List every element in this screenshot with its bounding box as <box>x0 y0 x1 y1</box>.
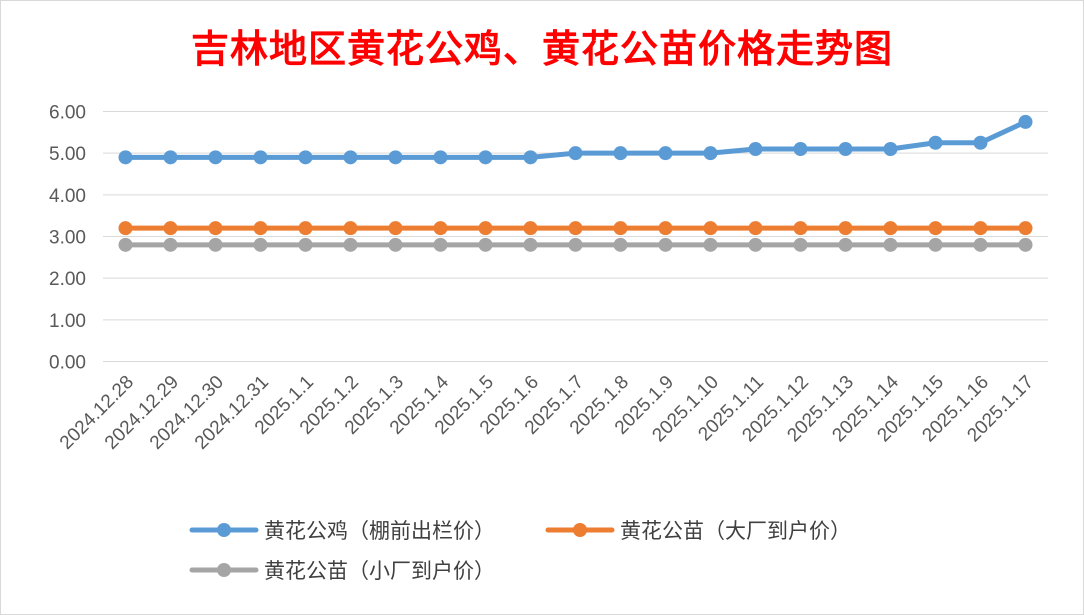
data-point <box>748 237 763 252</box>
data-point <box>523 237 538 252</box>
data-point <box>973 237 988 252</box>
data-point <box>253 221 268 236</box>
data-point <box>703 146 718 161</box>
data-point <box>208 221 223 236</box>
data-point <box>1018 221 1033 236</box>
legend-label: 黄花公鸡（棚前出栏价） <box>264 519 495 543</box>
data-point <box>928 237 943 252</box>
data-point <box>478 150 493 165</box>
data-point <box>793 237 808 252</box>
data-point <box>433 150 448 165</box>
data-point <box>793 142 808 156</box>
data-point <box>208 150 223 165</box>
data-point <box>748 221 763 236</box>
data-point <box>163 150 178 165</box>
data-point <box>883 221 898 236</box>
data-point <box>163 221 178 236</box>
data-point <box>658 146 673 161</box>
legend-marker <box>573 523 587 537</box>
data-point <box>388 150 403 165</box>
data-point <box>838 221 853 236</box>
data-point <box>1018 114 1033 129</box>
legend-marker <box>217 563 231 577</box>
y-tick-label: 3.00 <box>49 228 86 249</box>
data-point <box>838 237 853 252</box>
data-point <box>613 237 628 252</box>
data-point <box>118 237 133 252</box>
data-point <box>253 237 268 252</box>
data-point <box>118 150 133 165</box>
data-point <box>478 221 493 236</box>
y-tick-label: 0.00 <box>49 353 86 374</box>
data-point <box>883 142 898 156</box>
data-point <box>793 221 808 236</box>
data-point <box>163 237 178 252</box>
data-point <box>433 221 448 236</box>
data-point <box>658 237 673 252</box>
data-point <box>1018 237 1033 252</box>
data-point <box>703 221 718 236</box>
data-point <box>973 221 988 236</box>
data-point <box>388 237 403 252</box>
data-point <box>613 146 628 161</box>
y-tick-label: 2.00 <box>49 269 86 290</box>
data-point <box>883 237 898 252</box>
data-point <box>973 135 988 150</box>
data-point <box>523 221 538 236</box>
data-point <box>658 221 673 236</box>
data-point <box>298 237 313 252</box>
data-point <box>748 142 763 156</box>
data-point <box>118 221 133 236</box>
y-tick-label: 1.00 <box>49 311 86 332</box>
legend-marker <box>217 523 231 537</box>
data-point <box>388 221 403 236</box>
data-point <box>208 237 223 252</box>
chart-title: 吉林地区黄花公鸡、黄花公苗价格走势图 <box>190 26 893 71</box>
legend-label: 黄花公苗（小厂到户价） <box>264 559 495 583</box>
data-point <box>838 142 853 156</box>
data-point <box>928 135 943 150</box>
data-point <box>433 237 448 252</box>
data-point <box>523 150 538 165</box>
data-point <box>568 221 583 236</box>
data-point <box>298 150 313 165</box>
data-point <box>343 237 358 252</box>
data-point <box>928 221 943 236</box>
data-point <box>253 150 268 165</box>
data-point <box>568 146 583 161</box>
y-tick-label: 6.00 <box>49 103 86 124</box>
legend-label: 黄花公苗（大厂到户价） <box>620 519 851 543</box>
data-point <box>343 221 358 236</box>
data-point <box>613 221 628 236</box>
y-tick-label: 5.00 <box>49 144 86 165</box>
data-point <box>298 221 313 236</box>
data-point <box>343 150 358 165</box>
data-point <box>703 237 718 252</box>
data-point <box>478 237 493 252</box>
y-tick-label: 4.00 <box>49 186 86 207</box>
data-point <box>568 237 583 252</box>
